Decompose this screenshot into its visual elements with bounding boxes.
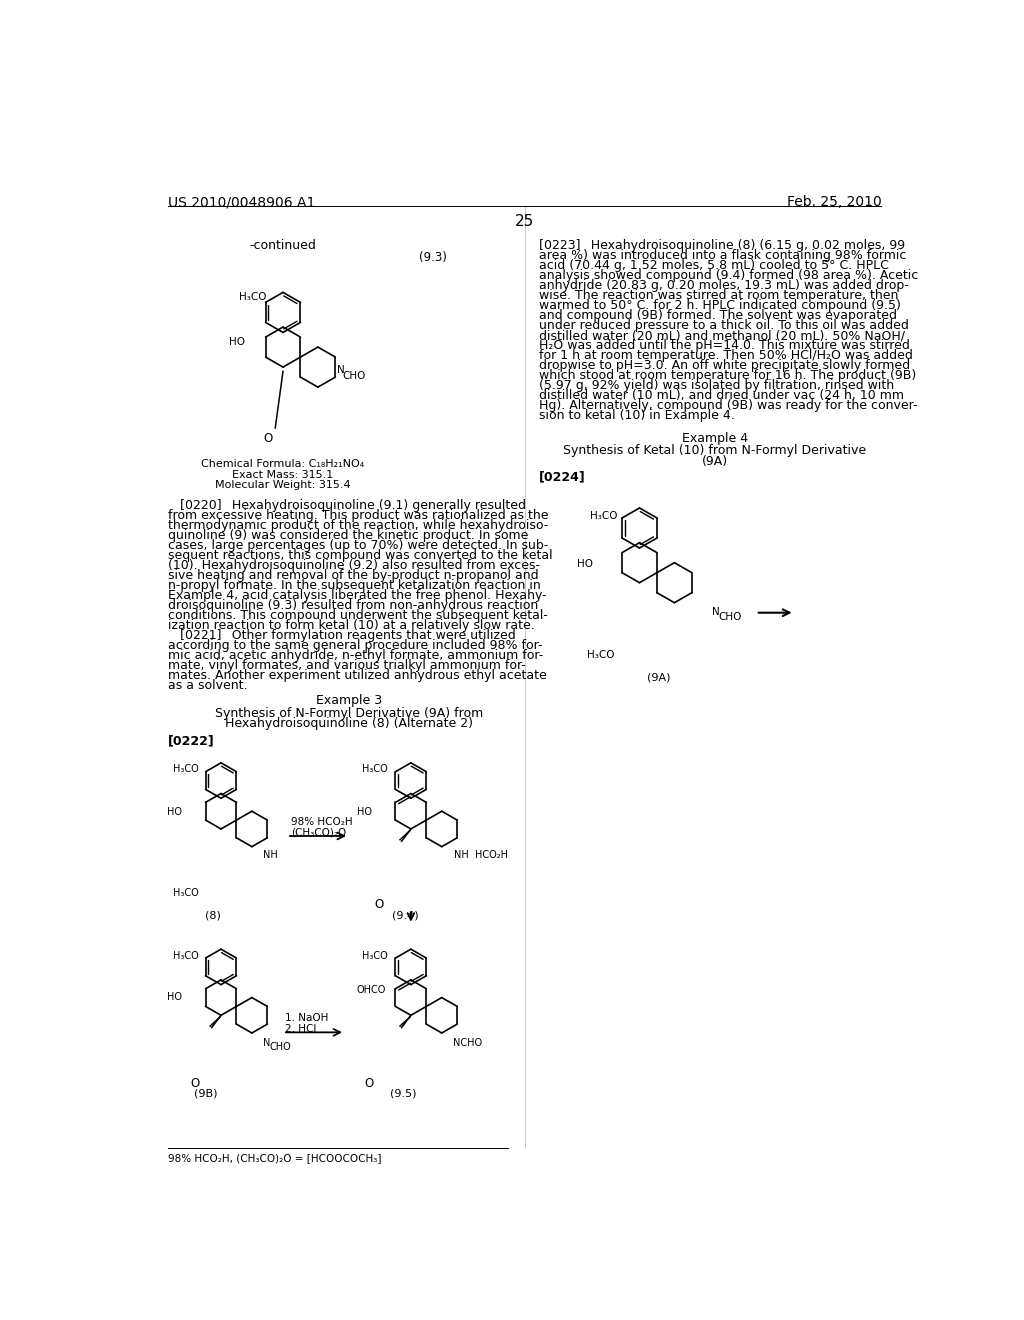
- Text: Exact Mass: 315.1: Exact Mass: 315.1: [232, 470, 334, 480]
- Text: H₃CO: H₃CO: [362, 764, 388, 775]
- Text: Hg). Alternatively, compound (9B) was ready for the conver-: Hg). Alternatively, compound (9B) was re…: [539, 400, 918, 412]
- Text: 98% HCO₂H: 98% HCO₂H: [291, 817, 352, 826]
- Text: mates. Another experiment utilized anhydrous ethyl acetate: mates. Another experiment utilized anhyd…: [168, 669, 547, 682]
- Text: according to the same general procedure included 98% for-: according to the same general procedure …: [168, 639, 543, 652]
- Text: mate, vinyl formates, and various trialkyl ammonium for-: mate, vinyl formates, and various trialk…: [168, 659, 526, 672]
- Text: [0223]  Hexahydroisoquinoline (8) (6.15 g, 0.02 moles, 99: [0223] Hexahydroisoquinoline (8) (6.15 g…: [539, 239, 905, 252]
- Text: distilled water (10 mL), and dried under vac (24 h, 10 mm: distilled water (10 mL), and dried under…: [539, 389, 904, 403]
- Text: HO: HO: [356, 807, 372, 817]
- Text: droisoquinoline (9.3) resulted from non-anhydrous reaction: droisoquinoline (9.3) resulted from non-…: [168, 599, 539, 612]
- Text: as a solvent.: as a solvent.: [168, 678, 248, 692]
- Text: Feb. 25, 2010: Feb. 25, 2010: [786, 195, 882, 210]
- Text: HO: HO: [228, 337, 245, 347]
- Text: H₃CO: H₃CO: [173, 950, 199, 961]
- Text: which stood at room temperature for 16 h. The product (9B): which stood at room temperature for 16 h…: [539, 370, 916, 383]
- Text: (5.97 g, 92% yield) was isolated by filtration, rinsed with: (5.97 g, 92% yield) was isolated by filt…: [539, 379, 894, 392]
- Text: H₃CO: H₃CO: [173, 764, 199, 775]
- Text: (9A): (9A): [647, 673, 671, 682]
- Text: O: O: [365, 1077, 374, 1090]
- Text: sive heating and removal of the by-product n-propanol and: sive heating and removal of the by-produ…: [168, 569, 539, 582]
- Text: H₃CO: H₃CO: [239, 293, 266, 302]
- Text: [0220]  Hexahydroisoquinoline (9.1) generally resulted: [0220] Hexahydroisoquinoline (9.1) gener…: [168, 499, 526, 512]
- Text: acid (70.44 g, 1.52 moles, 5.8 mL) cooled to 5° C. HPLC: acid (70.44 g, 1.52 moles, 5.8 mL) coole…: [539, 259, 889, 272]
- Text: cases, large percentages (up to 70%) were detected. In sub-: cases, large percentages (up to 70%) wer…: [168, 539, 549, 552]
- Text: wise. The reaction was stirred at room temperature, then: wise. The reaction was stirred at room t…: [539, 289, 898, 302]
- Text: Example 3: Example 3: [315, 694, 382, 708]
- Text: (10). Hexahydroisoquinoline (9.2) also resulted from exces-: (10). Hexahydroisoquinoline (9.2) also r…: [168, 558, 541, 572]
- Text: O: O: [190, 1077, 200, 1090]
- Text: mic acid, acetic anhydride, n-ethyl formate, ammonium for-: mic acid, acetic anhydride, n-ethyl form…: [168, 649, 544, 661]
- Text: O: O: [263, 432, 272, 445]
- Text: [0224]: [0224]: [539, 470, 586, 483]
- Text: under reduced pressure to a thick oil. To this oil was added: under reduced pressure to a thick oil. T…: [539, 319, 908, 333]
- Text: sion to ketal (10) in Example 4.: sion to ketal (10) in Example 4.: [539, 409, 734, 422]
- Text: CHO: CHO: [269, 1043, 291, 1052]
- Text: (9.5): (9.5): [390, 1089, 417, 1098]
- Text: CHO: CHO: [719, 612, 742, 622]
- Text: Synthesis of N-Formyl Derivative (9A) from: Synthesis of N-Formyl Derivative (9A) fr…: [215, 706, 483, 719]
- Text: HO: HO: [167, 991, 181, 1002]
- Text: from excessive heating. This product was rationalized as the: from excessive heating. This product was…: [168, 508, 549, 521]
- Text: N: N: [337, 364, 345, 375]
- Text: analysis showed compound (9.4) formed (98 area %). Acetic: analysis showed compound (9.4) formed (9…: [539, 269, 918, 282]
- Text: Chemical Formula: C₁₈H₂₁NO₄: Chemical Formula: C₁₈H₂₁NO₄: [202, 459, 365, 469]
- Text: (CH₃CO)₂O: (CH₃CO)₂O: [291, 828, 346, 837]
- Text: conditions. This compound underwent the subsequent ketal-: conditions. This compound underwent the …: [168, 609, 548, 622]
- Text: n-propyl formate. In the subsequent ketalization reaction in: n-propyl formate. In the subsequent keta…: [168, 579, 541, 591]
- Text: ization reaction to form ketal (10) at a relatively slow rate.: ization reaction to form ketal (10) at a…: [168, 619, 536, 632]
- Text: HO: HO: [578, 558, 594, 569]
- Text: Hexahydroisoquinoline (8) (Alternate 2): Hexahydroisoquinoline (8) (Alternate 2): [225, 718, 473, 730]
- Text: 2. HCl: 2. HCl: [285, 1024, 316, 1034]
- Text: Example 4: Example 4: [682, 432, 748, 445]
- Text: CHO: CHO: [342, 371, 366, 381]
- Text: [0222]: [0222]: [168, 734, 215, 747]
- Text: N: N: [263, 1038, 270, 1048]
- Text: Example 4, acid catalysis liberated the free phenol. Hexahy-: Example 4, acid catalysis liberated the …: [168, 589, 547, 602]
- Text: (9A): (9A): [701, 455, 728, 467]
- Text: (9.4): (9.4): [392, 911, 419, 920]
- Text: -continued: -continued: [250, 239, 316, 252]
- Text: area %) was introduced into a flask containing 98% formic: area %) was introduced into a flask cont…: [539, 249, 906, 263]
- Text: H₂O was added until the pH=14.0. This mixture was stirred: H₂O was added until the pH=14.0. This mi…: [539, 339, 909, 352]
- Text: dropwise to pH=3.0. An off white precipitate slowly formed: dropwise to pH=3.0. An off white precipi…: [539, 359, 910, 372]
- Text: H₃CO: H₃CO: [173, 888, 199, 899]
- Text: H₃CO: H₃CO: [362, 950, 388, 961]
- Text: thermodynamic product of the reaction, while hexahydroiso-: thermodynamic product of the reaction, w…: [168, 519, 549, 532]
- Text: 98% HCO₂H, (CH₃CO)₂O = [HCOOCOCH₃]: 98% HCO₂H, (CH₃CO)₂O = [HCOOCOCH₃]: [168, 1154, 382, 1163]
- Text: anhydride (20.83 g, 0.20 moles, 19.3 mL) was added drop-: anhydride (20.83 g, 0.20 moles, 19.3 mL)…: [539, 280, 908, 292]
- Text: NH: NH: [263, 850, 278, 859]
- Text: quinoline (9) was considered the kinetic product. In some: quinoline (9) was considered the kinetic…: [168, 529, 528, 541]
- Text: distilled water (20 mL) and methanol (20 mL). 50% NaOH/: distilled water (20 mL) and methanol (20…: [539, 330, 905, 342]
- Text: (8): (8): [206, 911, 221, 920]
- Text: HO: HO: [167, 807, 181, 817]
- Text: H₃CO: H₃CO: [590, 511, 617, 521]
- Text: warmed to 50° C. for 2 h. HPLC indicated compound (9.5): warmed to 50° C. for 2 h. HPLC indicated…: [539, 300, 901, 313]
- Text: (9.3): (9.3): [419, 251, 446, 264]
- Text: Molecular Weight: 315.4: Molecular Weight: 315.4: [215, 480, 351, 490]
- Text: for 1 h at room temperature. Then 50% HCl/H₂O was added: for 1 h at room temperature. Then 50% HC…: [539, 350, 912, 363]
- Text: Synthesis of Ketal (10) from N-Formyl Derivative: Synthesis of Ketal (10) from N-Formyl De…: [563, 444, 866, 457]
- Text: 1. NaOH: 1. NaOH: [285, 1014, 328, 1023]
- Text: N: N: [713, 607, 720, 616]
- Text: O: O: [375, 898, 384, 911]
- Text: US 2010/0048906 A1: US 2010/0048906 A1: [168, 195, 315, 210]
- Text: [0221]  Other formylation reagents that were utilized: [0221] Other formylation reagents that w…: [168, 628, 516, 642]
- Text: and compound (9B) formed. The solvent was evaporated: and compound (9B) formed. The solvent wa…: [539, 309, 897, 322]
- Text: 25: 25: [515, 214, 535, 228]
- Text: NCHO: NCHO: [454, 1038, 482, 1048]
- Text: NH  HCO₂H: NH HCO₂H: [454, 850, 508, 859]
- Text: OHCO: OHCO: [356, 985, 386, 995]
- Text: (9B): (9B): [194, 1089, 217, 1098]
- Text: sequent reactions, this compound was converted to the ketal: sequent reactions, this compound was con…: [168, 549, 553, 562]
- Text: H₃CO: H₃CO: [587, 649, 614, 660]
